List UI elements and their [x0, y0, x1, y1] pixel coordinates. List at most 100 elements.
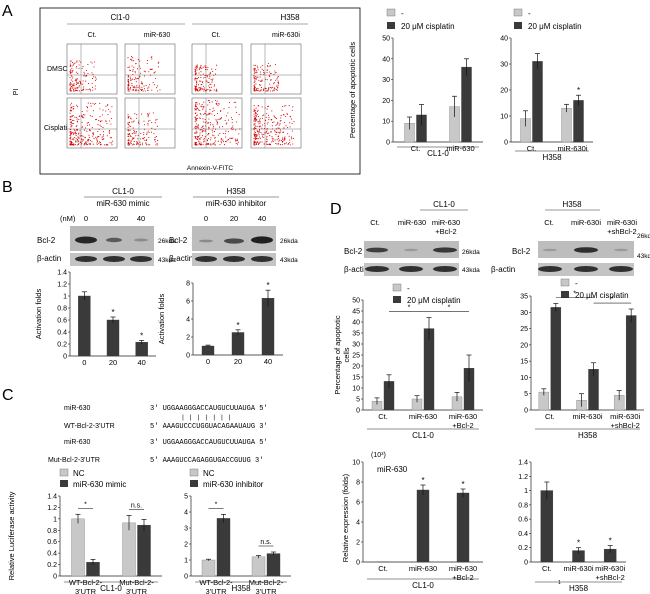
flow-event	[220, 142, 223, 144]
flow-event	[282, 105, 284, 108]
flow-event	[136, 68, 139, 70]
flow-event	[141, 113, 143, 115]
flow-event	[266, 137, 268, 139]
flow-plot	[191, 43, 243, 95]
blot-band	[365, 266, 389, 272]
flow-event	[214, 99, 216, 102]
flow-event	[101, 114, 103, 116]
flow-event	[270, 119, 272, 121]
flow-event	[108, 120, 110, 122]
flow-event	[157, 90, 159, 92]
chart-d-expression-h358: 0 0.2 0.4 0.6 0.8 1 1.2 1.4 * * Ct. miR-630i miR-630…	[518, 460, 626, 593]
flow-event	[73, 88, 75, 90]
flow-event	[195, 137, 197, 140]
flow-event	[212, 107, 214, 109]
legend-swatch-minus	[392, 283, 402, 292]
flow-event	[257, 109, 259, 111]
flow-event	[128, 125, 130, 127]
flow-event	[196, 87, 198, 89]
flow-event	[220, 110, 222, 112]
flow-event	[264, 119, 267, 121]
flow-event	[253, 77, 255, 79]
flow-event	[197, 117, 199, 119]
category-label: Ct.	[378, 564, 388, 573]
flow-event	[70, 116, 72, 118]
flow-event	[231, 121, 233, 124]
flow-event	[204, 118, 206, 120]
flow-event	[277, 127, 279, 129]
flow-event	[256, 76, 258, 78]
category-label: +shBcl-2	[595, 573, 624, 582]
flow-event	[76, 71, 78, 73]
flow-event	[81, 89, 83, 91]
y-tick-label: 5	[356, 397, 360, 404]
blot-d-kda43: 43kda	[637, 253, 650, 260]
flow-event	[137, 78, 139, 80]
blot-d-lane-ct: Ct.	[544, 218, 554, 227]
flow-event	[99, 144, 101, 146]
flow-event	[196, 103, 198, 105]
flow-event	[80, 61, 82, 63]
flow-event	[157, 66, 160, 68]
flow-event	[199, 142, 201, 144]
flow-event	[144, 137, 146, 139]
flow-event	[268, 74, 270, 76]
flow-event	[203, 90, 205, 92]
flow-event	[137, 143, 139, 145]
flow-event	[280, 119, 282, 122]
flow-event	[229, 137, 231, 139]
flow-event	[151, 127, 153, 129]
flow-event	[199, 90, 201, 92]
flow-event	[195, 123, 197, 125]
flow-event	[147, 124, 149, 126]
y-tick-label: 0.6	[57, 318, 67, 325]
flow-event	[69, 87, 71, 90]
flow-event	[215, 88, 218, 90]
flow-event	[130, 136, 132, 138]
flow-event	[111, 140, 113, 142]
y-axis-label: cells	[342, 347, 351, 362]
significance-star: *	[236, 321, 239, 330]
flow-event	[80, 81, 82, 83]
flow-event	[85, 143, 87, 145]
legend-swatch-cisplatin	[514, 22, 522, 29]
flow-event	[144, 71, 146, 73]
blot-band	[609, 266, 633, 272]
flow-event	[271, 137, 273, 139]
flow-event	[279, 144, 282, 146]
flow-event	[205, 125, 207, 127]
blot-d-actin: β-actin	[491, 265, 515, 274]
flow-event	[71, 125, 73, 127]
flow-event	[268, 114, 270, 117]
flow-event	[135, 88, 137, 90]
flow-event	[266, 105, 269, 108]
legend-label-cisplatin: 20 μM cisplatin	[407, 296, 461, 305]
flow-event	[71, 71, 73, 73]
blot-band	[103, 256, 125, 262]
flow-event	[194, 88, 196, 90]
y-tick-label: 0.8	[518, 502, 528, 509]
flow-event	[76, 82, 78, 84]
flow-event	[71, 87, 74, 89]
legend-label-minus: -	[401, 9, 404, 18]
flow-event	[200, 129, 202, 131]
flow-event	[132, 89, 134, 91]
flow-event	[273, 90, 275, 92]
flow-event	[253, 115, 255, 117]
flow-event	[130, 79, 132, 81]
flow-col-mir-1: miR-630	[144, 32, 171, 39]
flow-event	[76, 60, 78, 62]
flow-event	[79, 80, 81, 82]
flow-event	[137, 134, 139, 136]
flow-event	[262, 88, 264, 90]
blot-b-title: CL1-0	[112, 187, 134, 196]
flow-event	[90, 102, 92, 104]
y-tick-label: 1.2	[57, 282, 67, 289]
flow-event	[147, 115, 149, 117]
flow-event	[262, 115, 264, 117]
flow-event	[267, 105, 270, 107]
flow-event	[287, 143, 289, 146]
flow-event	[261, 124, 264, 126]
flow-event	[213, 125, 215, 127]
flow-event	[195, 119, 197, 121]
